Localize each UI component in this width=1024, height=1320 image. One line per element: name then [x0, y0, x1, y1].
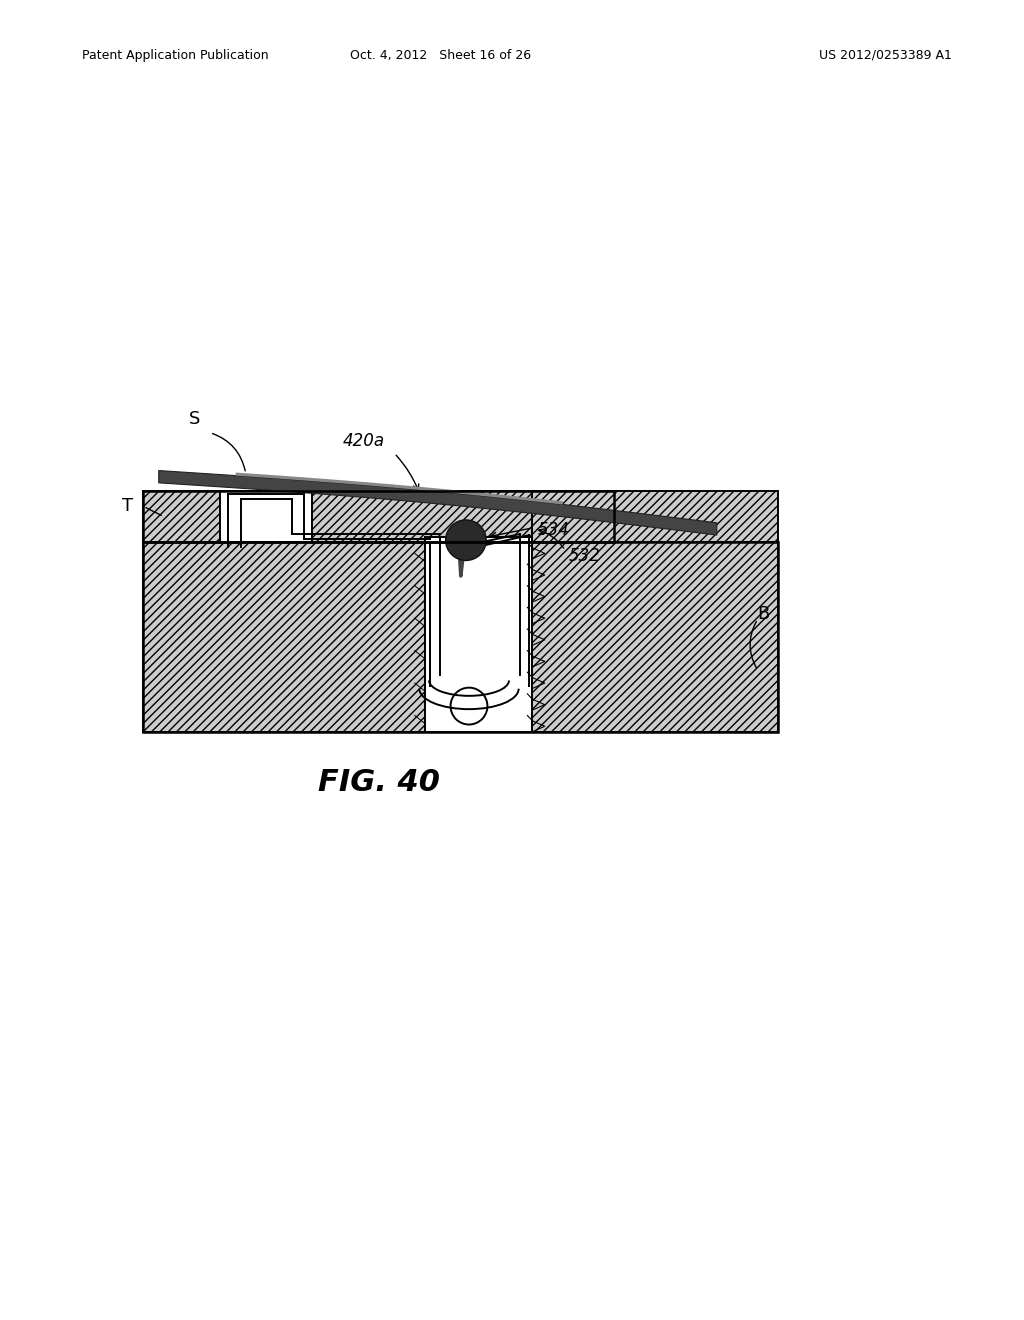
Text: FIG. 40: FIG. 40	[317, 768, 440, 797]
Text: T: T	[123, 498, 133, 515]
Bar	[143, 491, 614, 543]
Text: B: B	[757, 605, 769, 623]
Text: 532: 532	[568, 546, 600, 565]
Bar	[143, 543, 778, 731]
Text: Patent Application Publication: Patent Application Publication	[82, 49, 268, 62]
Polygon shape	[236, 473, 563, 504]
Text: 534: 534	[538, 521, 569, 539]
Bar	[143, 543, 778, 731]
Bar	[532, 491, 778, 543]
Bar	[143, 491, 614, 543]
Bar	[425, 537, 532, 731]
Text: 420a: 420a	[342, 432, 385, 450]
Polygon shape	[159, 470, 717, 535]
Text: Oct. 4, 2012   Sheet 16 of 26: Oct. 4, 2012 Sheet 16 of 26	[350, 49, 530, 62]
Text: S: S	[188, 411, 201, 429]
Text: US 2012/0253389 A1: US 2012/0253389 A1	[819, 49, 952, 62]
Circle shape	[451, 688, 487, 725]
Ellipse shape	[445, 520, 486, 561]
Bar	[220, 491, 312, 543]
Bar	[532, 543, 778, 731]
